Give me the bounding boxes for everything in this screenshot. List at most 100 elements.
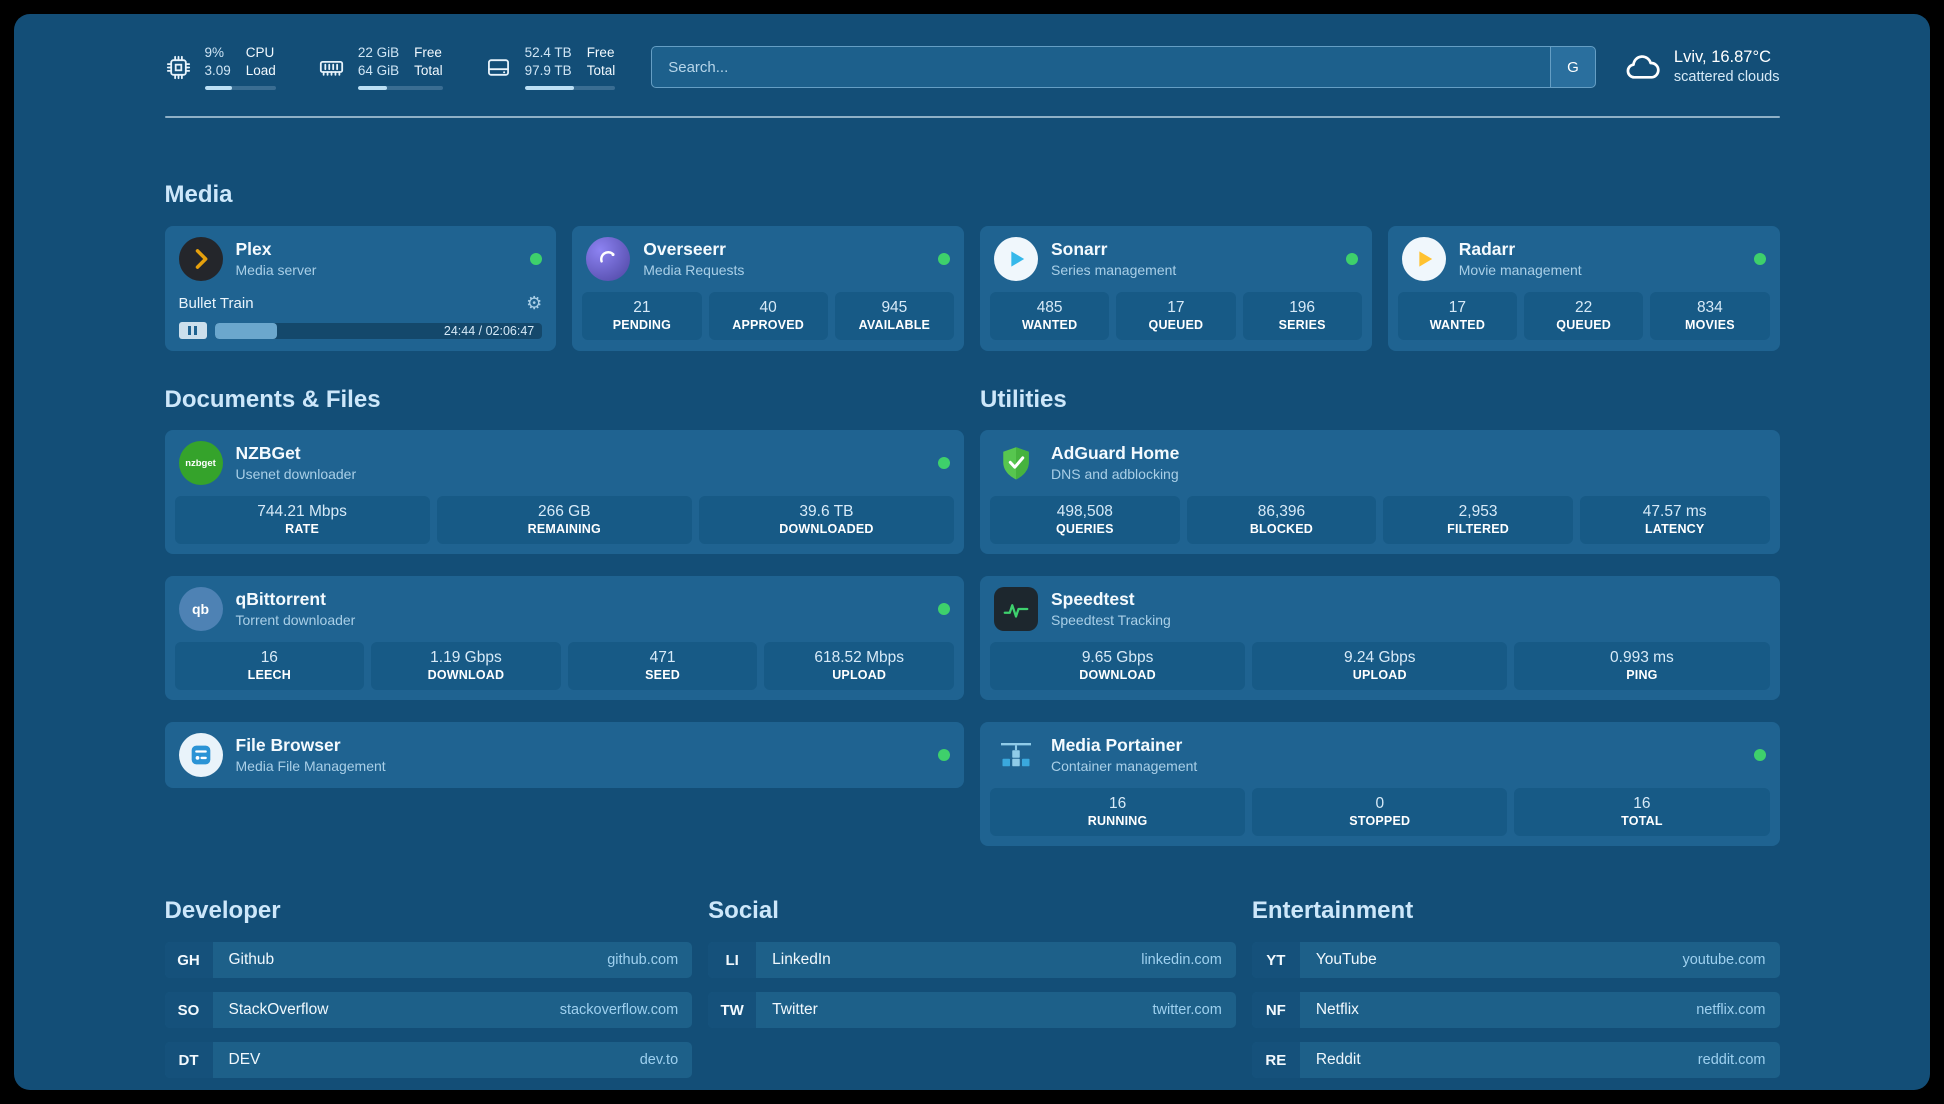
cpu-load-value: 3.09 [204, 63, 231, 78]
media-grid: Plex Media server Bullet Train ⚙ 24:44 /… [164, 226, 1780, 351]
ram-metric-body: 22 GiB 64 GiB Free Total [357, 44, 443, 90]
sonarr-icon [994, 237, 1038, 281]
stat-stopped: 0 STOPPED [1252, 788, 1508, 836]
speedtest-icon [994, 587, 1038, 631]
stat-blocked: 86,396 BLOCKED [1186, 496, 1377, 544]
status-dot [938, 749, 950, 761]
utilities-column: Utilities AdGuard Home DNS and adblockin… [980, 385, 1780, 846]
stat-movies: 834 MOVIES [1650, 292, 1770, 340]
stat-filtered: 2,953 FILTERED [1383, 496, 1573, 544]
app-name: AdGuard Home [1051, 443, 1180, 464]
app-subtitle: Movie management [1458, 262, 1582, 279]
portainer-card[interactable]: Media Portainer Container management 16 … [980, 722, 1780, 846]
speedtest-card[interactable]: Speedtest Speedtest Tracking 9.65 Gbps D… [980, 576, 1780, 700]
bookmark-netflix[interactable]: NF Netflix netflix.com [1251, 992, 1780, 1028]
topbar: 9% 3.09 CPU Load [165, 14, 1780, 90]
app-subtitle: Torrent downloader [235, 612, 356, 629]
pause-button[interactable] [178, 322, 207, 339]
adguard-stats: 498,508 QUERIES 86,396 BLOCKED 2,953 FIL… [980, 496, 1780, 554]
portainer-header: Media Portainer Container management [980, 722, 1780, 788]
radarr-header: Radarr Movie management [1388, 226, 1780, 292]
overseerr-stats: 21 PENDING 40 APPROVED 945 AVAILABLE [572, 292, 964, 350]
radarr-card[interactable]: Radarr Movie management 17 WANTED 22 QUE… [1387, 226, 1780, 351]
overseerr-header: Overseerr Media Requests [572, 226, 964, 292]
stat-total: 16 TOTAL [1514, 788, 1770, 836]
ram-total-value: 64 GiB [357, 63, 400, 78]
stat-rate: 744.21 Mbps RATE [174, 496, 430, 544]
nzbget-header: nzbget NZBGet Usenet downloader [165, 430, 965, 496]
stat-wanted: 485 WANTED [990, 292, 1110, 340]
app-subtitle: Usenet downloader [235, 466, 357, 483]
filebrowser-card[interactable]: File Browser Media File Management [164, 722, 965, 788]
cpu-usage-value: 9% [204, 45, 225, 60]
ram-total-label: Total [414, 63, 443, 78]
sonarr-card[interactable]: Sonarr Series management 485 WANTED 17 Q… [980, 226, 1372, 351]
filebrowser-icon [178, 733, 223, 777]
app-subtitle: Speedtest Tracking [1051, 612, 1171, 629]
status-dot [938, 603, 950, 615]
radarr-stats: 17 WANTED 22 QUEUED 834 MOVIES [1388, 292, 1780, 350]
stat-download: 1.19 Gbps DOWNLOAD [371, 642, 561, 690]
app-name: Radarr [1458, 239, 1516, 260]
cpu-progress-bar [204, 86, 276, 90]
cpu-metric-body: 9% 3.09 CPU Load [204, 44, 276, 90]
plex-icon [178, 237, 223, 281]
plex-card[interactable]: Plex Media server Bullet Train ⚙ 24:44 /… [164, 226, 557, 351]
middle-columns: Documents & Files nzbget NZBGet Usenet d… [164, 385, 1780, 846]
search-bar[interactable]: G [651, 46, 1596, 88]
documents-column: Documents & Files nzbget NZBGet Usenet d… [164, 385, 965, 846]
entertainment-bookmarks: Entertainment YT YouTube youtube.com NF … [1251, 896, 1780, 1078]
app-subtitle: Container management [1051, 758, 1198, 775]
developer-bookmarks: Developer GH Github github.com SO StackO… [164, 896, 693, 1078]
weather-text: Lviv, 16.87°C scattered clouds [1674, 47, 1780, 87]
qbittorrent-card[interactable]: qb qBittorrent Torrent downloader 16 [164, 576, 964, 700]
portainer-crane-icon [994, 733, 1038, 777]
nzbget-card[interactable]: nzbget NZBGet Usenet downloader 744.21 M… [164, 430, 965, 554]
filebrowser-header: File Browser Media File Management [165, 722, 965, 788]
playback-progress-bar[interactable]: 24:44 / 02:06:47 [214, 322, 543, 339]
status-dot [1345, 253, 1358, 265]
search-input[interactable] [651, 46, 1550, 88]
settings-gear-icon[interactable]: ⚙ [526, 293, 543, 313]
adguard-header: AdGuard Home DNS and adblocking [980, 430, 1780, 496]
overseerr-card[interactable]: Overseerr Media Requests 21 PENDING 40 A… [572, 226, 964, 351]
app-name: NZBGet [235, 443, 301, 464]
cloud-icon [1624, 48, 1662, 86]
bookmark-github[interactable]: GH Github github.com [164, 942, 693, 978]
bookmark-dev[interactable]: DT DEV dev.to [164, 1042, 693, 1078]
search-engine-button[interactable]: G [1549, 46, 1596, 88]
stat-series: 196 SERIES [1242, 292, 1362, 340]
app-name: Speedtest [1051, 589, 1135, 610]
stat-queued: 17 QUEUED [1116, 292, 1236, 340]
stat-ping: 0.993 ms PING [1514, 642, 1770, 690]
system-metrics: 9% 3.09 CPU Load [165, 44, 616, 90]
overseerr-icon [586, 237, 631, 281]
speedtest-header: Speedtest Speedtest Tracking [980, 576, 1780, 642]
app-name: qBittorrent [235, 589, 326, 610]
disk-total-label: Total [586, 63, 616, 78]
sonarr-header: Sonarr Series management [980, 226, 1372, 292]
sonarr-stats: 485 WANTED 17 QUEUED 196 SERIES [980, 292, 1372, 350]
section-title-entertainment: Entertainment [1251, 897, 1414, 924]
app-subtitle: DNS and adblocking [1051, 466, 1179, 483]
bookmark-linkedin[interactable]: LI LinkedIn linkedin.com [708, 942, 1236, 978]
status-dot [530, 253, 543, 265]
weather-condition: scattered clouds [1673, 69, 1780, 85]
bookmark-youtube[interactable]: YT YouTube youtube.com [1251, 942, 1780, 978]
app-name: Overseerr [643, 239, 726, 260]
adguard-card[interactable]: AdGuard Home DNS and adblocking 498,508 … [980, 430, 1780, 554]
radarr-icon [1401, 237, 1446, 281]
stat-leech: 16 LEECH [174, 642, 365, 690]
app-subtitle: Media Requests [643, 262, 745, 279]
portainer-stats: 16 RUNNING 0 STOPPED 16 TOTAL [980, 788, 1780, 846]
bookmark-reddit[interactable]: RE Reddit reddit.com [1251, 1042, 1780, 1078]
adguard-shield-icon [994, 441, 1038, 485]
disk-icon [485, 54, 512, 81]
disk-total-value: 97.9 TB [524, 63, 572, 78]
cpu-progress-fill [204, 86, 232, 90]
stat-approved: 40 APPROVED [708, 292, 828, 340]
cpu-chip-icon [165, 54, 192, 81]
bookmark-stackoverflow[interactable]: SO StackOverflow stackoverflow.com [164, 992, 693, 1028]
qbittorrent-icon: qb [178, 587, 223, 631]
bookmark-twitter[interactable]: TW Twitter twitter.com [708, 992, 1236, 1028]
